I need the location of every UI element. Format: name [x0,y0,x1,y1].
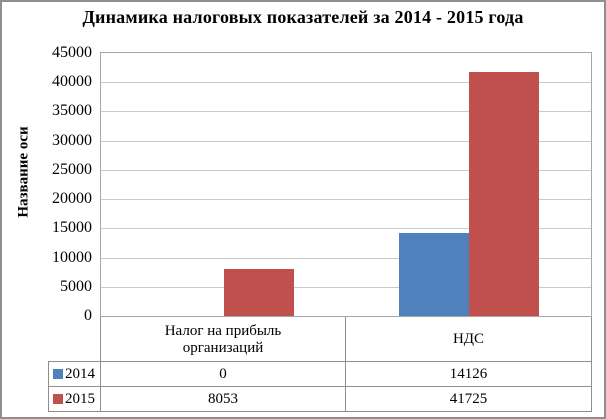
table-divider [100,317,101,412]
legend-item-2015: 2015 [49,387,100,411]
table-divider [345,317,346,412]
chart-title: Динамика налоговых показателей за 2014 -… [82,7,524,27]
table-value-cell: 8053 [101,387,345,411]
value-2015-profit-tax: 8053 [208,390,238,407]
bar-2015-category-2 [469,72,539,316]
legend-marker-2015-icon [53,394,63,404]
gridline [101,82,591,83]
category-label-cell: НДС [346,318,591,361]
category-label: Налог на прибыль организаций [164,322,282,356]
y-axis-tick-label: 30000 [52,131,92,149]
gridline [101,287,591,288]
table-divider [48,361,49,412]
bar-2015-category-1 [224,269,294,316]
category-label: НДС [452,331,485,347]
table-value-cell: 0 [101,362,345,386]
y-axis-tick-label: 35000 [52,102,92,120]
table-divider [48,386,592,387]
gridline [101,170,591,171]
table-divider [591,317,592,412]
table-value-cell: 41725 [346,387,591,411]
value-2015-vat: 41725 [449,390,488,407]
table-value-cell: 14126 [346,362,591,386]
y-axis-tick-label: 40000 [52,73,92,91]
value-2014-vat: 14126 [449,365,488,382]
legend-marker-2014-icon [53,369,63,379]
bar-2014-category-2 [399,233,469,316]
gridline [101,111,591,112]
gridline [101,199,591,200]
gridline [101,141,591,142]
legend-label: 2014 [65,365,95,382]
y-axis-tick-label: 45000 [52,44,92,61]
y-axis-tick-label: 25000 [52,160,92,178]
gridline [101,228,591,229]
legend-label: 2015 [65,390,95,407]
y-axis-tick-label: 20000 [52,190,92,208]
legend-item-2014: 2014 [49,362,100,386]
category-label-cell: Налог на прибыль организаций [101,318,345,361]
y-axis-tick-label: 10000 [52,248,92,266]
plot-area [100,52,592,317]
table-divider [48,361,592,362]
table-divider [48,411,592,412]
value-2014-profit-tax: 0 [219,365,227,382]
y-axis-tick-label: 5000 [60,277,92,295]
y-axis-tick-label: 15000 [52,219,92,237]
y-axis-title: Название оси [15,126,32,218]
y-axis-tick-label: 0 [84,307,92,324]
gridline [101,258,591,259]
